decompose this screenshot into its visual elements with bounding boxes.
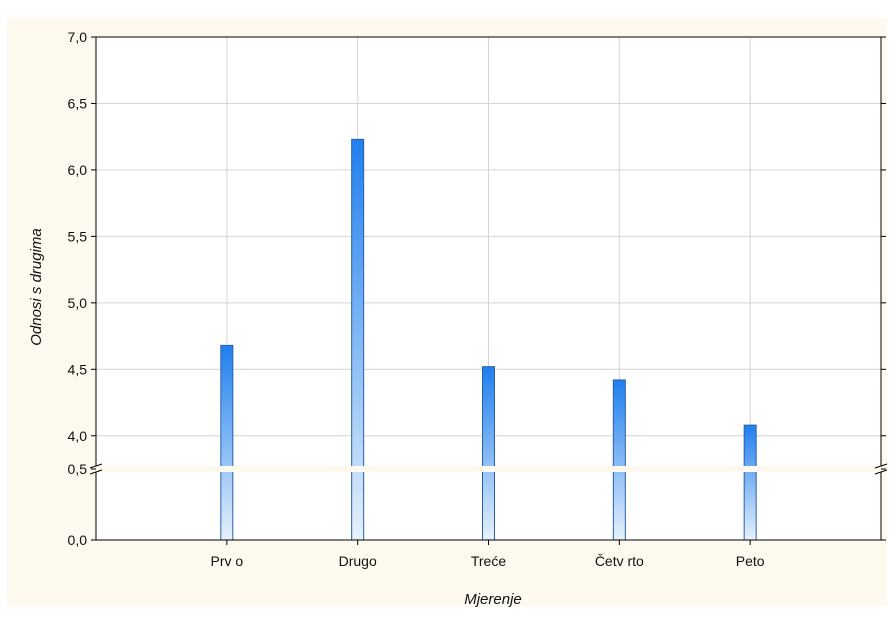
x-tick-label: Drugo [339,553,377,569]
y-tick-label: 7,0 [68,29,88,45]
bar [220,344,234,541]
y-tick-label: 5,0 [68,295,88,311]
y-tick-label: 4,0 [68,428,88,444]
x-tick-label: Četv rto [595,553,644,569]
y-axis-label: Odnosi s drugima [28,228,45,346]
x-tick-label: Peto [736,553,765,569]
x-tick-label: Prv o [210,553,243,569]
y-tick-label: 4,5 [68,361,88,377]
tick-labels: 4,0 4,5 5,0 5,5 6,0 6,5 7,0 0,0 0,5 Prv o Drugo Tre… [68,29,765,569]
bars [220,138,757,541]
bar [351,138,365,541]
y-tick-label: 5,5 [68,228,88,244]
y-tick-label: 0,0 [68,532,88,548]
axes [91,36,886,545]
bar [612,379,626,541]
bar [482,366,495,541]
bar [743,424,757,541]
y-tick-label: 0,5 [68,461,88,477]
y-tick-label: 6,0 [68,162,88,178]
x-tick-label: Treće [471,553,506,569]
y-tick-label: 6,5 [68,95,88,111]
x-axis-label: Mjerenje [464,591,522,608]
axis-break-band [90,466,887,472]
